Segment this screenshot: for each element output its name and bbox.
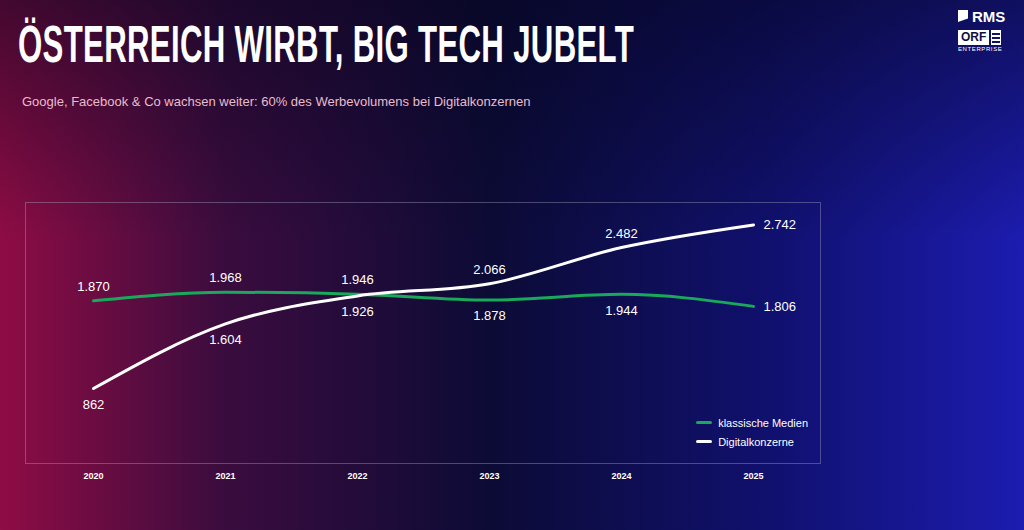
svg-text:2020: 2020: [83, 471, 103, 481]
svg-text:2021: 2021: [215, 471, 235, 481]
svg-text:2.066: 2.066: [473, 262, 506, 277]
svg-text:2024: 2024: [611, 471, 631, 481]
svg-text:1.946: 1.946: [341, 272, 374, 287]
svg-text:1.944: 1.944: [605, 303, 638, 318]
svg-text:1.870: 1.870: [77, 279, 110, 294]
svg-text:2023: 2023: [479, 471, 499, 481]
html-text:Digitalkonzerne: Digitalkonzerne: [718, 435, 794, 448]
html-text:klassische Medien: klassische Medien: [718, 416, 808, 429]
html-text:Google, Facebook & Co wachsen: Google, Facebook & Co wachsen weiter: 60…: [22, 94, 531, 109]
svg-text:1.926: 1.926: [341, 304, 374, 319]
svg-text:1.878: 1.878: [473, 308, 506, 323]
svg-text:2.742: 2.742: [764, 217, 797, 232]
svg-text:862: 862: [83, 397, 105, 412]
svg-text:1.604: 1.604: [209, 332, 242, 347]
html-text:ENTERPRISE: ENTERPRISE: [958, 46, 1003, 52]
html-text:ORF: ORF: [961, 30, 987, 44]
svg-text:2025: 2025: [743, 471, 763, 481]
html-text:ÖSTERREICH WIRBT, BIG TECH JUB: ÖSTERREICH WIRBT, BIG TECH JUBELT: [18, 15, 634, 73]
svg-text:2022: 2022: [347, 471, 367, 481]
html-text:RMS: RMS: [972, 7, 1006, 25]
svg-text:1.968: 1.968: [209, 270, 242, 285]
svg-text:2.482: 2.482: [605, 226, 638, 241]
svg-text:1.806: 1.806: [764, 299, 797, 314]
